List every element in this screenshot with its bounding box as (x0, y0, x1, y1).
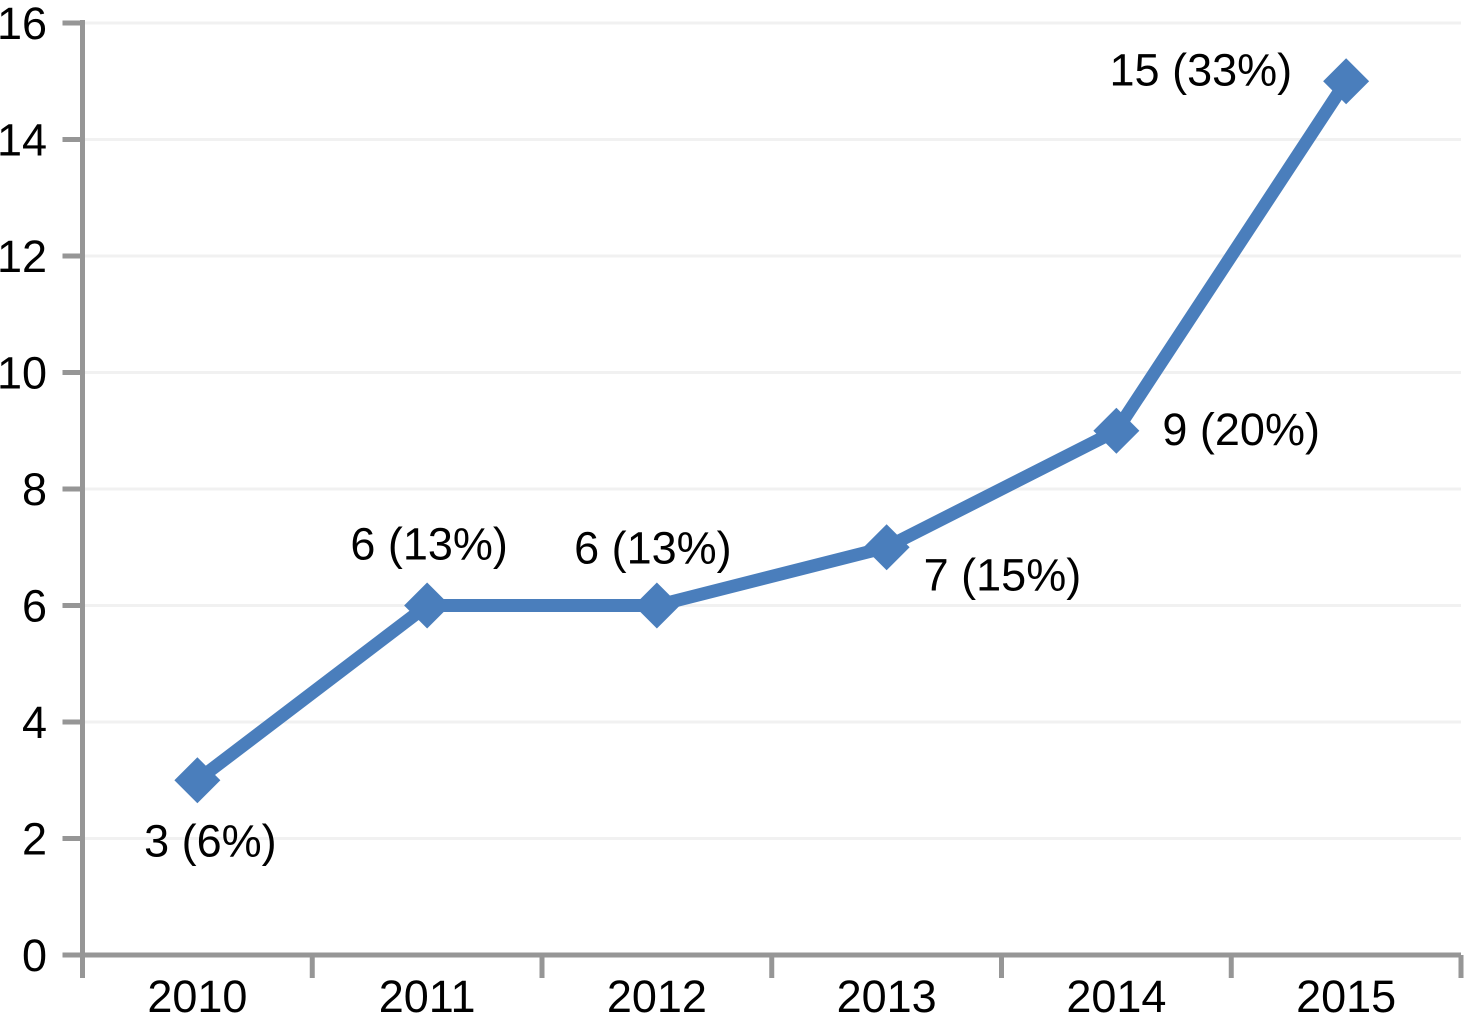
y-tick-label: 12 (0, 231, 47, 282)
x-tick-label: 2013 (837, 971, 937, 1021)
data-point-marker (633, 582, 680, 629)
y-tick-label: 0 (22, 930, 47, 981)
data-point-label: 7 (15%) (924, 549, 1082, 600)
data-point-marker (863, 524, 910, 571)
data-point-marker (174, 757, 221, 804)
data-point-marker (1323, 58, 1370, 105)
y-tick-label: 10 (0, 348, 47, 399)
data-line (190, 74, 1353, 787)
data-point-label: 6 (13%) (574, 523, 732, 574)
data-point-label: 3 (6%) (144, 815, 277, 866)
y-tick-label: 4 (22, 697, 47, 748)
data-point-label: 6 (13%) (350, 519, 508, 570)
x-tick-label: 2014 (1066, 971, 1166, 1021)
data-point-label: 9 (20%) (1162, 404, 1320, 455)
data-point-marker (404, 582, 451, 629)
y-tick-label: 16 (0, 0, 47, 49)
y-tick-label: 8 (22, 464, 47, 515)
x-tick-label: 2011 (379, 971, 476, 1021)
data-point-marker (1093, 407, 1140, 454)
y-tick-label: 14 (0, 115, 47, 166)
data-point-label: 15 (33%) (1110, 44, 1293, 95)
y-tick-label: 2 (22, 814, 47, 865)
x-tick-label: 2012 (607, 971, 707, 1021)
x-tick-label: 2015 (1296, 971, 1396, 1021)
x-tick-label: 2010 (147, 971, 247, 1021)
y-tick-label: 6 (22, 581, 47, 632)
